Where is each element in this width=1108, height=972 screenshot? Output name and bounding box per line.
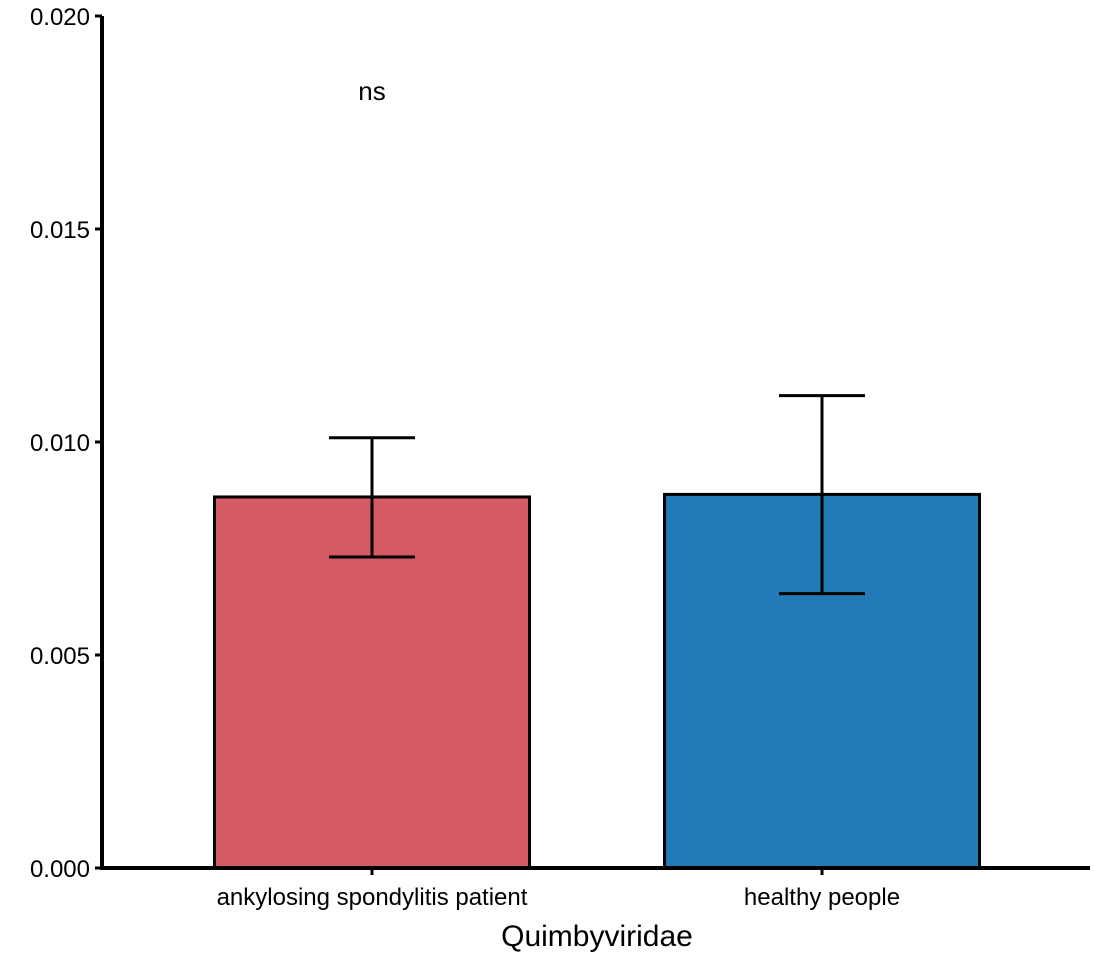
y-tick-label: 0.020 (30, 4, 90, 31)
x-axis-title: Quimbyviridae (501, 920, 693, 953)
y-tick-label: 0.010 (30, 430, 90, 457)
y-axis-ticks: 0.000 0.005 0.010 0.015 0.020 (30, 4, 102, 883)
x-tick-label: healthy people (744, 884, 900, 911)
x-tick-label: ankylosing spondylitis patient (217, 884, 528, 911)
significance-annotation: ns (358, 76, 385, 106)
y-tick-label: 0.005 (30, 643, 90, 670)
bars (213, 492, 981, 870)
y-tick-label: 0.000 (30, 856, 90, 883)
error-bars (329, 394, 865, 596)
x-axis-ticks: ankylosing spondylitis patient healthy pe… (217, 868, 900, 911)
bar (213, 495, 531, 870)
y-tick-label: 0.015 (30, 217, 90, 244)
